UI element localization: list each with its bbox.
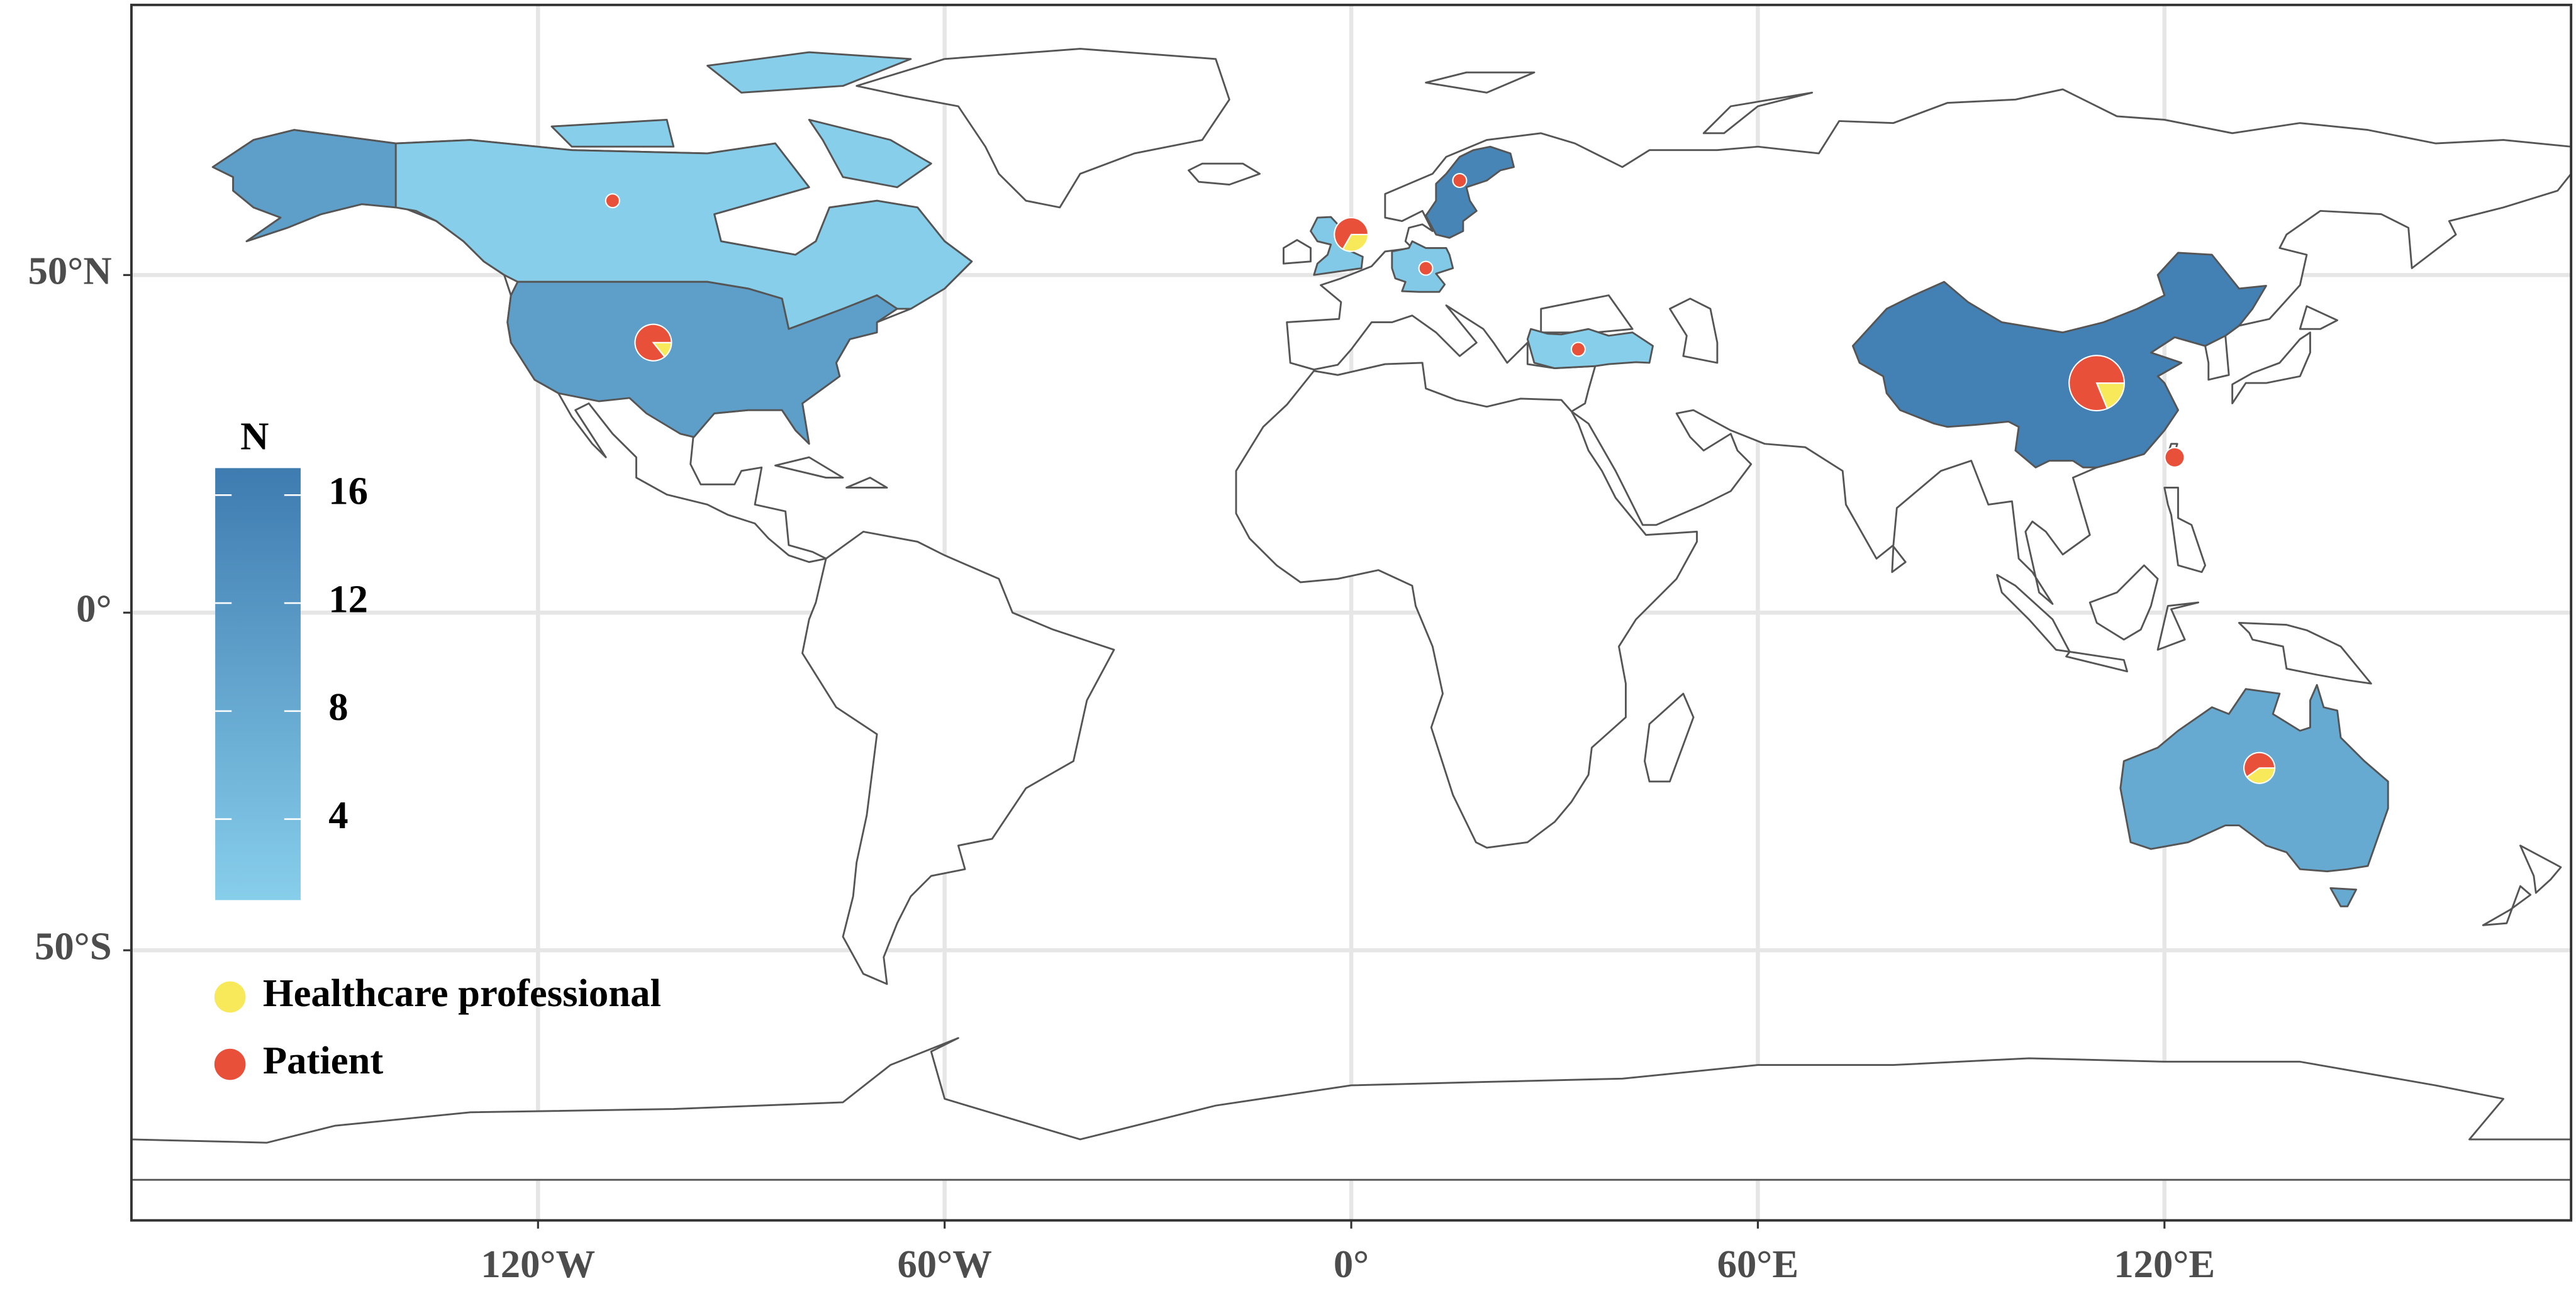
canada-victoria — [550, 118, 675, 148]
pie-slice — [1334, 217, 1369, 250]
pie-slice — [2095, 382, 2125, 410]
pie-slice — [1570, 341, 1586, 357]
java — [2065, 650, 2128, 673]
borneo — [2088, 564, 2159, 641]
japan — [2231, 331, 2311, 404]
canada-baffin — [808, 118, 932, 189]
iceland — [1188, 162, 1261, 186]
sulawesi — [2156, 601, 2200, 651]
x-tick-label: 0° — [1334, 1242, 1369, 1286]
new-guinea — [2238, 622, 2372, 685]
y-tick-label: 50°N — [28, 249, 112, 293]
pie-slice — [1452, 173, 1468, 189]
legend-key — [214, 981, 246, 1013]
china — [1851, 252, 2267, 468]
x-tick-label: 60°W — [897, 1242, 991, 1286]
legend-label: Healthcare professional — [263, 971, 661, 1015]
tasmania — [2329, 887, 2358, 907]
svalbard — [1425, 71, 1536, 94]
south-america — [801, 531, 1115, 985]
pie-slice — [2164, 446, 2185, 468]
new-zealand-south — [2482, 885, 2532, 926]
greenland — [856, 48, 1230, 209]
antarctica — [130, 1037, 2572, 1181]
turkey — [1526, 328, 1654, 370]
colorbar-label: 12 — [328, 577, 368, 621]
africa — [1235, 362, 1698, 849]
philippines — [2163, 487, 2206, 573]
pie-slice — [2246, 767, 2276, 784]
x-tick-label: 60°E — [1717, 1242, 1799, 1286]
ireland — [1283, 239, 1312, 265]
madagascar — [1644, 692, 1695, 783]
cuba — [774, 456, 844, 479]
pie-slice — [634, 323, 672, 362]
novaya-zemlya — [1702, 91, 1814, 135]
x-tick-label: 120°E — [2114, 1242, 2215, 1286]
sumatra — [1996, 573, 2071, 653]
colorbar-label: 4 — [328, 793, 348, 837]
x-tick-label: 120°W — [481, 1242, 595, 1286]
colorbar-title: N — [240, 414, 269, 458]
united-kingdom — [1310, 216, 1364, 276]
canada-ellesmere — [706, 51, 912, 94]
y-tick-label: 50°S — [35, 924, 112, 968]
sweden — [1425, 145, 1515, 239]
pie-slice — [2243, 751, 2276, 778]
colorbar-label: 16 — [328, 469, 368, 513]
pie-slice — [2068, 355, 2125, 412]
colorbar — [215, 468, 301, 900]
y-tick-label: 0° — [76, 587, 111, 631]
sri-lanka — [1891, 545, 1907, 573]
colorbar-label: 8 — [328, 685, 348, 729]
caspian-sea — [1669, 297, 1719, 364]
new-zealand-north — [2519, 845, 2562, 894]
alaska — [211, 129, 397, 243]
legend-label: Patient — [263, 1038, 384, 1082]
hokkaido — [2299, 305, 2338, 330]
pie-slice — [1418, 260, 1434, 276]
legend-key — [214, 1048, 246, 1080]
hispaniola — [845, 477, 888, 489]
usa — [506, 280, 898, 445]
pie-slice — [605, 193, 620, 209]
